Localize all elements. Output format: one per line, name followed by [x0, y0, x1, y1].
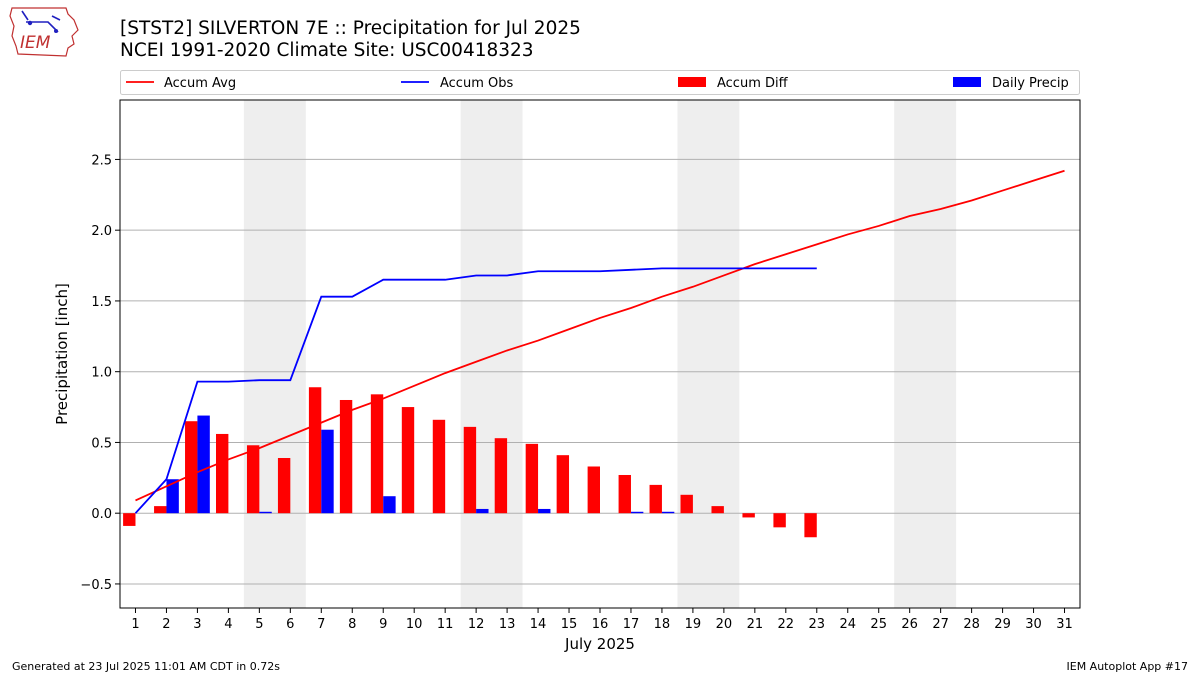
generated-footer: Generated at 23 Jul 2025 11:01 AM CDT in…	[12, 660, 280, 673]
accum-diff-bar-6	[277, 458, 291, 514]
x-tick-label-0: 1	[131, 617, 139, 632]
accum-diff-bar-9	[370, 394, 384, 514]
iem-logo-icon: IEM	[9, 7, 79, 57]
y-tick-label-0: −0.5	[80, 578, 112, 593]
x-tick-label-2: 3	[193, 617, 201, 632]
x-tick-label-7: 8	[348, 617, 356, 632]
weekend-band-0	[243, 100, 306, 608]
legend-daily-precip-swatch	[953, 77, 981, 87]
legend-accum-diff-swatch	[678, 77, 706, 87]
logo-text: IEM	[20, 33, 51, 53]
daily-precip-bar-9	[383, 496, 396, 514]
x-tick-label-19: 20	[716, 617, 733, 632]
accum-diff-bar-10	[401, 407, 415, 514]
x-tick-label-22: 23	[809, 617, 826, 632]
plot-area: −0.50.00.51.01.52.02.51 2 3 4 5 6 7 8 9 10 11 12 13 1…	[80, 99, 1081, 632]
plot-frame	[119, 99, 1081, 609]
daily-precip-bar-14	[538, 508, 551, 514]
daily-precip-bar-12	[476, 508, 489, 514]
x-tick-label-6: 7	[317, 617, 325, 632]
x-tick-label-25: 26	[901, 617, 918, 632]
accum-avg-line	[135, 169, 1065, 502]
accum-diff-bar-12	[463, 426, 477, 514]
y-tick-label-4: 1.5	[91, 295, 112, 310]
x-tick-label-30: 31	[1056, 617, 1073, 632]
x-tick-label-14: 15	[561, 617, 578, 632]
accum-diff-bar-7	[308, 387, 322, 514]
accum-diff-bar-4	[216, 433, 229, 514]
x-tick-label-5: 6	[286, 617, 294, 632]
daily-precip-bar-3	[197, 415, 210, 514]
y-tick-label-2: 0.5	[91, 436, 112, 451]
accum-diff-bar-2	[154, 506, 167, 514]
accum-diff-bar-13	[494, 438, 508, 514]
x-tick-label-10: 11	[437, 617, 454, 632]
legend-box	[120, 70, 1080, 95]
daily-precip-bar-2	[166, 479, 179, 514]
chart-subtitle: NCEI 1991-2020 Climate Site: USC00418323	[120, 40, 534, 61]
legend-accum-obs-label: Accum Obs	[440, 76, 513, 91]
x-tick-label-16: 17	[623, 617, 640, 632]
x-tick-label-8: 9	[379, 617, 387, 632]
x-axis-label: July 2025	[564, 635, 635, 653]
accum-diff-bar-1	[123, 513, 136, 526]
x-tick-label-29: 30	[1025, 617, 1042, 632]
x-tick-label-21: 22	[778, 617, 795, 632]
weekend-band-2	[677, 100, 740, 608]
x-tick-label-24: 25	[870, 617, 887, 632]
x-tick-label-11: 12	[468, 617, 485, 632]
legend-daily-precip-label: Daily Precip	[992, 76, 1069, 91]
y-tick-label-1: 0.0	[91, 507, 112, 522]
daily-precip-bar-5	[259, 511, 272, 514]
accum-diff-bar-21	[742, 513, 755, 518]
legend-accum-diff-label: Accum Diff	[717, 76, 789, 91]
x-tick-label-26: 27	[932, 617, 949, 632]
legend-accum-avg-label: Accum Avg	[164, 76, 236, 91]
x-tick-label-4: 5	[255, 617, 263, 632]
chart-title: [STST2] SILVERTON 7E :: Precipitation fo…	[120, 18, 581, 39]
x-tick-label-1: 2	[162, 617, 170, 632]
x-tick-label-3: 4	[224, 617, 232, 632]
x-tick-label-15: 16	[592, 617, 609, 632]
x-tick-label-9: 10	[406, 617, 423, 632]
x-tick-label-27: 28	[963, 617, 980, 632]
accum-diff-bar-16	[587, 466, 600, 514]
daily-precip-bar-7	[321, 429, 334, 514]
app-footer: IEM Autoplot App #17	[1066, 660, 1189, 673]
accum-diff-bar-17	[618, 474, 631, 514]
y-tick-label-5: 2.0	[91, 224, 112, 239]
accum-diff-bar-22	[773, 513, 786, 528]
accum-diff-bar-15	[556, 455, 570, 514]
accum-diff-bar-20	[711, 506, 724, 514]
y-axis-label: Precipitation [inch]	[53, 283, 71, 425]
weekend-band-3	[894, 100, 957, 608]
accum-diff-bar-11	[432, 419, 446, 514]
weekend-band-1	[460, 100, 523, 608]
accum-diff-bar-19	[680, 494, 693, 514]
x-tick-label-12: 13	[499, 617, 516, 632]
x-tick-label-17: 18	[654, 617, 671, 632]
accum-obs-line	[134, 267, 817, 514]
y-tick-label-3: 1.0	[91, 366, 112, 381]
accum-diff-bar-8	[339, 399, 353, 514]
daily-precip-bar-18	[661, 511, 675, 514]
accum-diff-bar-14	[525, 443, 539, 514]
legend: Accum Avg Accum Obs Accum Diff Daily Precip	[120, 70, 1080, 95]
y-tick-label-6: 2.5	[91, 153, 112, 168]
x-tick-label-23: 24	[839, 617, 856, 632]
x-tick-label-18: 19	[685, 617, 702, 632]
x-tick-label-28: 29	[994, 617, 1011, 632]
x-tick-label-20: 21	[747, 617, 764, 632]
x-tick-label-13: 14	[530, 617, 547, 632]
daily-precip-bar-17	[630, 511, 644, 514]
accum-diff-bar-18	[649, 484, 662, 514]
accum-diff-bar-23	[804, 513, 817, 538]
accum-diff-bar-5	[246, 445, 260, 514]
accum-diff-bar-3	[185, 421, 198, 514]
